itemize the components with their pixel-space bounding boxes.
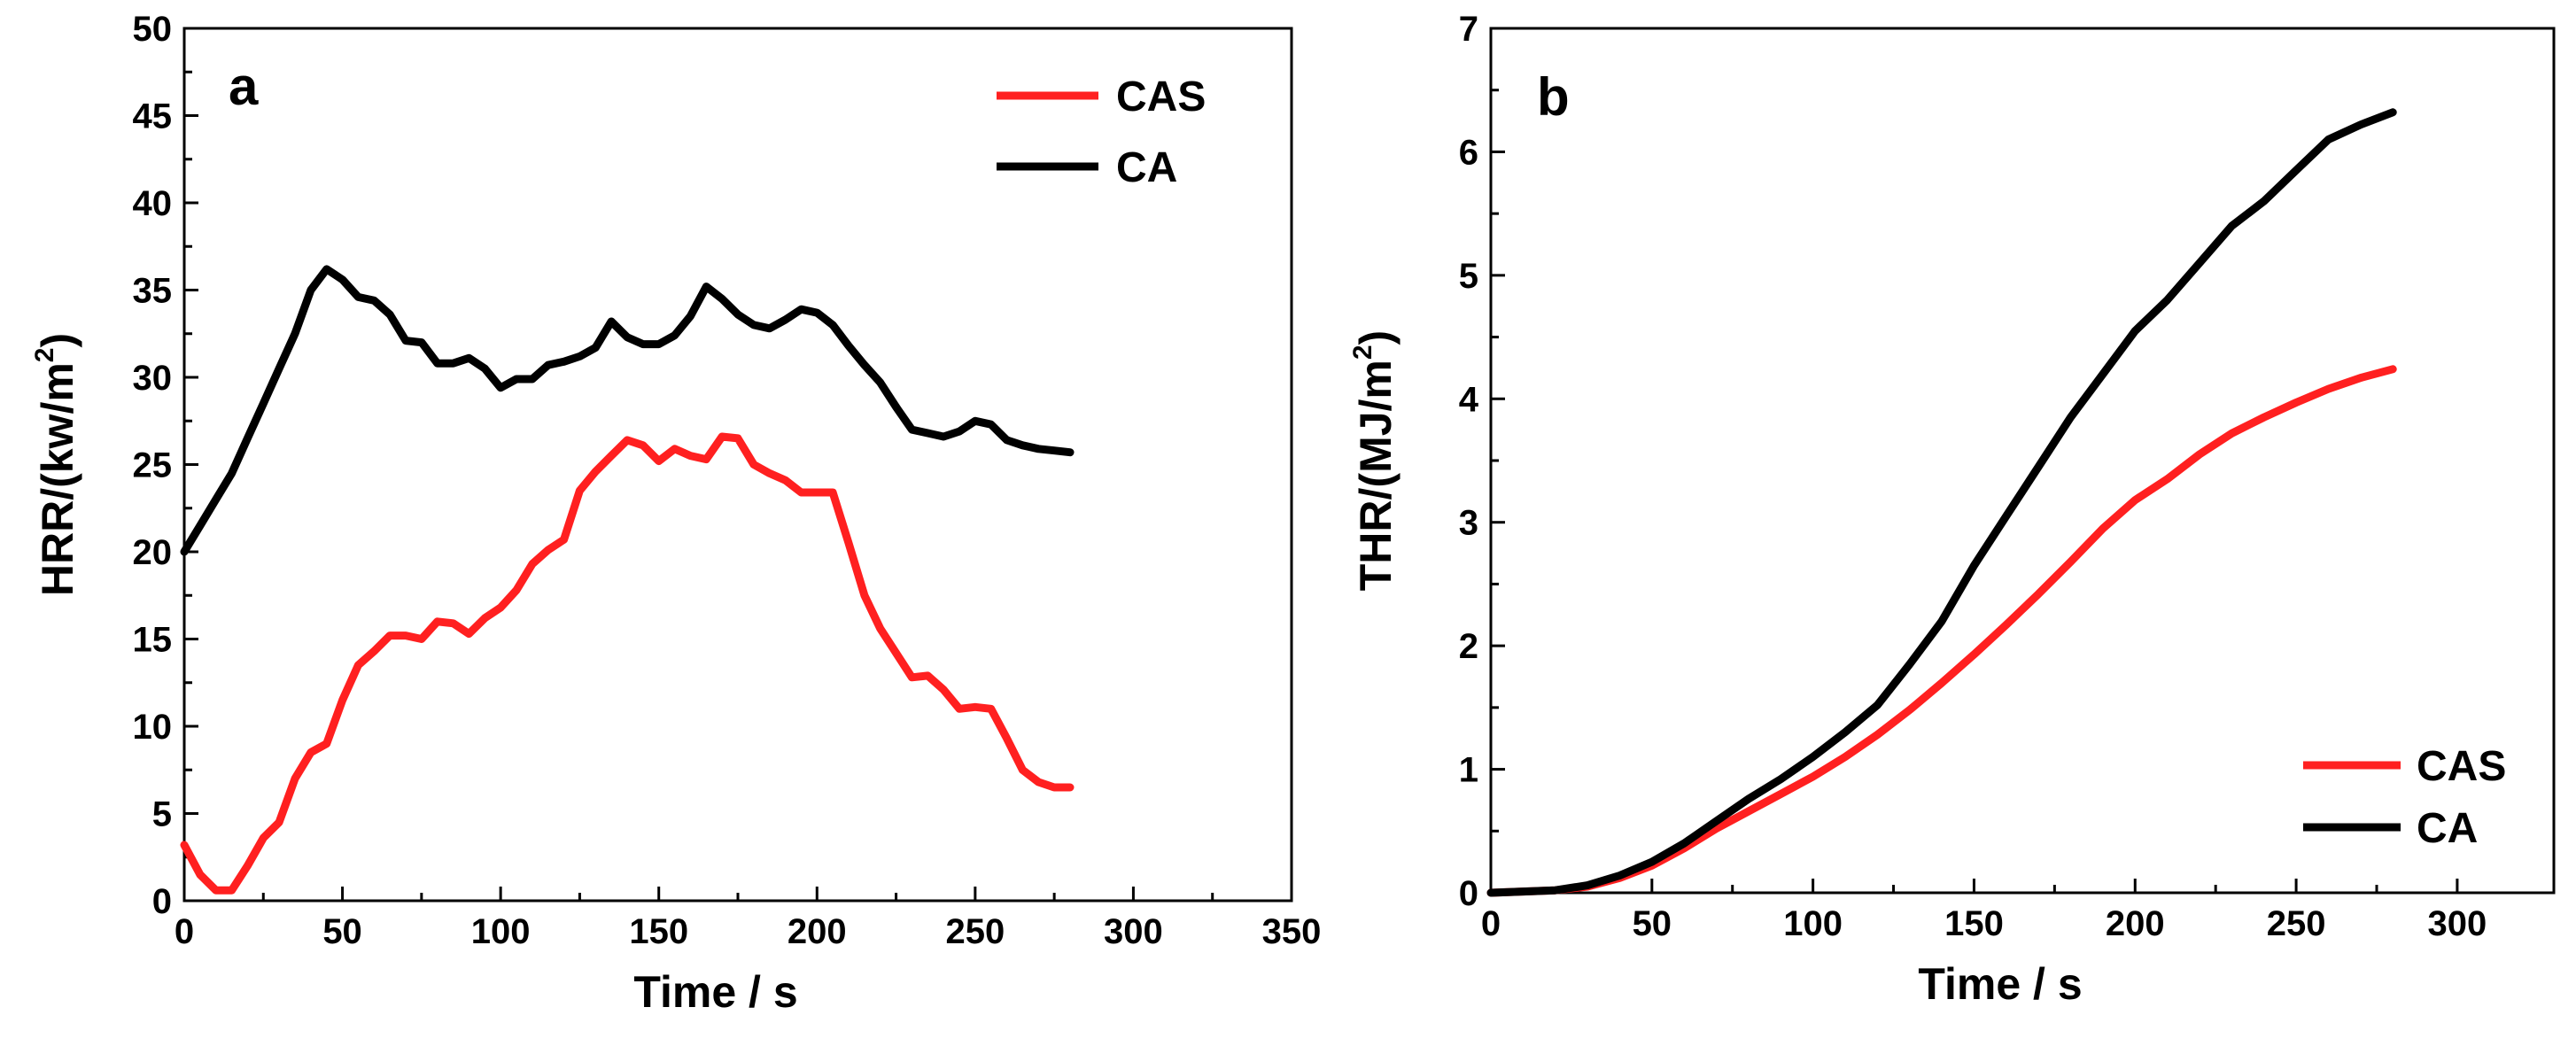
y-tick-label: 2 bbox=[1459, 627, 1478, 666]
panel-letter: a bbox=[229, 57, 259, 116]
x-tick-label: 300 bbox=[2428, 904, 2487, 943]
x-tick-label: 100 bbox=[471, 912, 531, 951]
y-tick-label: 5 bbox=[1459, 257, 1478, 296]
series-line-ca bbox=[1486, 108, 2397, 897]
panel-letter: b bbox=[1537, 67, 1570, 127]
y-tick-label: 50 bbox=[133, 10, 173, 49]
panel-a-hrr-chart: 0 50 100 150 200 250 300 350 0 5 10 15 20 25 30 35 40 45 5… bbox=[30, 10, 1321, 1017]
x-axis-title: Time / s bbox=[633, 967, 797, 1017]
y-tick-label: 7 bbox=[1459, 10, 1478, 49]
y-tick-label: 30 bbox=[133, 359, 173, 398]
y-axis-title: THR/(MJ/m2) bbox=[1348, 330, 1401, 591]
x-tick-label: 200 bbox=[2106, 904, 2165, 943]
x-tick-label: 250 bbox=[945, 912, 1005, 951]
legend-label-ca: CA bbox=[1116, 144, 1177, 191]
x-tick-label: 350 bbox=[1262, 912, 1322, 951]
y-tick-label: 1 bbox=[1459, 751, 1478, 790]
x-tick-label: 250 bbox=[2267, 904, 2326, 943]
y-tick-label: 4 bbox=[1459, 380, 1479, 419]
x-tick-label: 150 bbox=[1944, 904, 2004, 943]
series-line-cas bbox=[180, 432, 1075, 895]
y-axis-title: HRR/(kw/m2) bbox=[30, 333, 82, 596]
legend-label-cas: CAS bbox=[1116, 74, 1206, 120]
x-tick-label: 200 bbox=[788, 912, 847, 951]
x-tick-label: 150 bbox=[629, 912, 688, 951]
legend-label-ca: CA bbox=[2417, 805, 2478, 852]
x-tick-label: 50 bbox=[322, 912, 362, 951]
y-tick-label: 45 bbox=[133, 97, 173, 136]
y-tick-label: 5 bbox=[152, 795, 172, 834]
y-tick-label: 35 bbox=[133, 272, 173, 311]
x-tick-label: 0 bbox=[175, 912, 194, 951]
y-tick-label: 6 bbox=[1459, 133, 1478, 172]
y-tick-label: 15 bbox=[133, 621, 173, 660]
y-tick-label: 10 bbox=[133, 708, 173, 747]
series-line-ca bbox=[180, 265, 1075, 556]
x-tick-label: 0 bbox=[1481, 904, 1501, 943]
series-line-cas bbox=[1486, 365, 2397, 897]
y-tick-label: 20 bbox=[133, 533, 173, 572]
x-axis-title: Time / s bbox=[1918, 959, 2082, 1009]
y-tick-label: 0 bbox=[1459, 874, 1478, 913]
y-tick-label: 3 bbox=[1459, 504, 1478, 543]
x-tick-label: 300 bbox=[1104, 912, 1163, 951]
y-tick-label: 40 bbox=[133, 184, 173, 223]
panel-b-thr-chart: 0 50 100 150 200 250 300 0 1 2 3 4 5 6 7 Time / s THR/(M… bbox=[1348, 10, 2556, 1009]
y-tick-label: 25 bbox=[133, 446, 173, 485]
x-tick-label: 50 bbox=[1633, 904, 1672, 943]
y-tick-label: 0 bbox=[152, 882, 172, 921]
legend-label-cas: CAS bbox=[2417, 743, 2506, 790]
x-tick-label: 100 bbox=[1783, 904, 1843, 943]
